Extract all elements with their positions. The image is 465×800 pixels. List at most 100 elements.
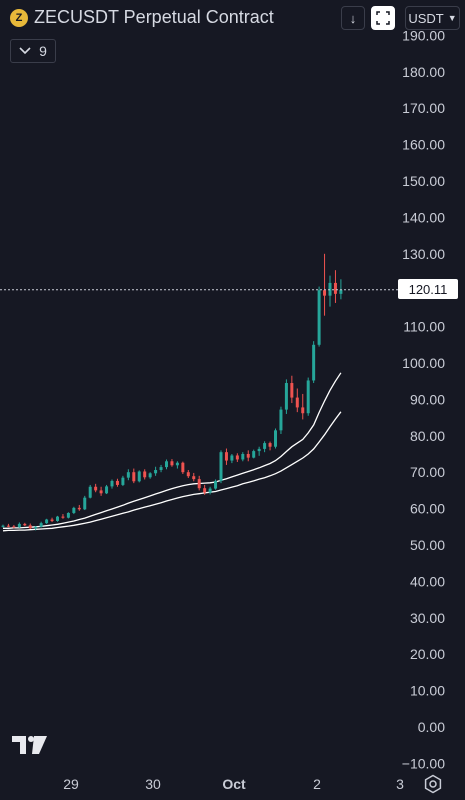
candle-body [312,344,316,381]
candle-body [235,455,239,460]
moving-average-line-1 [3,372,342,529]
candle [121,475,125,487]
candle-body [333,282,337,294]
candle-body [148,473,152,478]
candle [295,388,299,413]
indicator-count: 9 [39,43,47,59]
candle [214,479,218,490]
y-axis-tick-label: 50.00 [410,537,445,553]
candle [252,449,256,459]
candle-body [181,462,185,473]
y-axis-tick-label: 130.00 [402,246,445,262]
candle-body [115,480,119,485]
candle-body [99,490,103,494]
y-axis-tick-label: 30.00 [410,610,445,626]
tradingview-logo-icon[interactable] [12,736,48,754]
y-axis-tick-label: 40.00 [410,573,445,589]
candle [45,518,49,524]
candle [105,484,109,495]
candle [323,253,327,316]
candle-body [50,519,54,521]
candle [28,523,32,529]
candle [61,514,65,519]
x-axis-tick-label: 29 [63,776,79,792]
moving-average-line-2 [2,411,342,532]
candle [186,470,190,479]
y-axis-tick-label: 110.00 [403,319,445,335]
candle [110,479,114,489]
candle [1,524,5,528]
candle-body [77,507,81,510]
candle-body [17,523,21,528]
candle-body [219,452,223,481]
symbol-title[interactable]: ZECUSDT Perpetual Contract [34,7,274,27]
candle [154,466,158,476]
candle-body [257,448,261,452]
candle-body [208,488,212,493]
fullscreen-button[interactable] [371,6,395,30]
candle-body [301,407,305,414]
candle [181,461,185,475]
candle [219,450,223,484]
y-axis-tick-label: 0.00 [418,719,445,735]
candle-body [328,282,332,296]
candle-body [339,289,343,294]
candle [66,512,70,519]
indicators-toggle-button[interactable]: 9 [10,39,56,63]
candle-body [170,461,174,466]
settings-gear-icon[interactable] [423,774,443,794]
candle-body [323,290,327,296]
candle [263,441,267,453]
candle-body [306,380,310,414]
candle [317,286,321,347]
zcash-coin-icon: Z [10,9,28,27]
currency-select[interactable]: USDT ▼ [405,6,460,30]
candle-body [72,507,76,513]
candle-body [6,525,10,527]
download-button[interactable]: ↓ [341,6,365,30]
candle-body [175,462,179,466]
y-axis-tick-label: 10.00 [410,683,445,699]
candle-body [279,409,283,431]
y-axis-tick-label: 180.00 [402,64,445,80]
candle [192,472,196,482]
y-axis-tick-label: 170.00 [402,100,445,116]
candle-body [105,486,109,494]
candle [23,522,27,527]
x-axis-tick-label: 3 [396,776,404,792]
candle-body [317,290,321,345]
y-axis-tick-label: 100.00 [402,355,445,371]
y-axis-tick-label: 190.00 [402,27,445,43]
candle [137,470,141,483]
candle-body [284,383,288,410]
candle-body [192,476,196,480]
candle [257,446,261,456]
candle [39,521,43,528]
last-price-label: 120.11 [398,279,458,299]
candle-body [230,455,234,461]
candle-body [224,452,228,461]
candle [268,441,272,451]
candle-body [143,471,147,478]
arrow-down-icon: ↓ [349,10,357,26]
candle-body [126,472,130,478]
candle-body [94,486,98,491]
candle [94,483,98,493]
x-axis-tick-label: 2 [313,776,321,792]
candle [312,341,316,384]
candle [6,523,10,528]
y-axis-tick-label: 60.00 [410,501,445,517]
candle-body [197,479,201,489]
candle [72,506,76,515]
candle-body [1,525,5,527]
y-axis-tick-label: 20.00 [410,646,445,662]
candle-body [28,525,32,529]
candle-body [39,523,43,527]
candle [17,522,21,528]
candle-body [263,443,267,449]
candle-body [83,497,87,510]
y-axis-tick-label: 70.00 [410,464,445,480]
candle [77,504,81,511]
y-axis-tick-label: 90.00 [410,391,445,407]
